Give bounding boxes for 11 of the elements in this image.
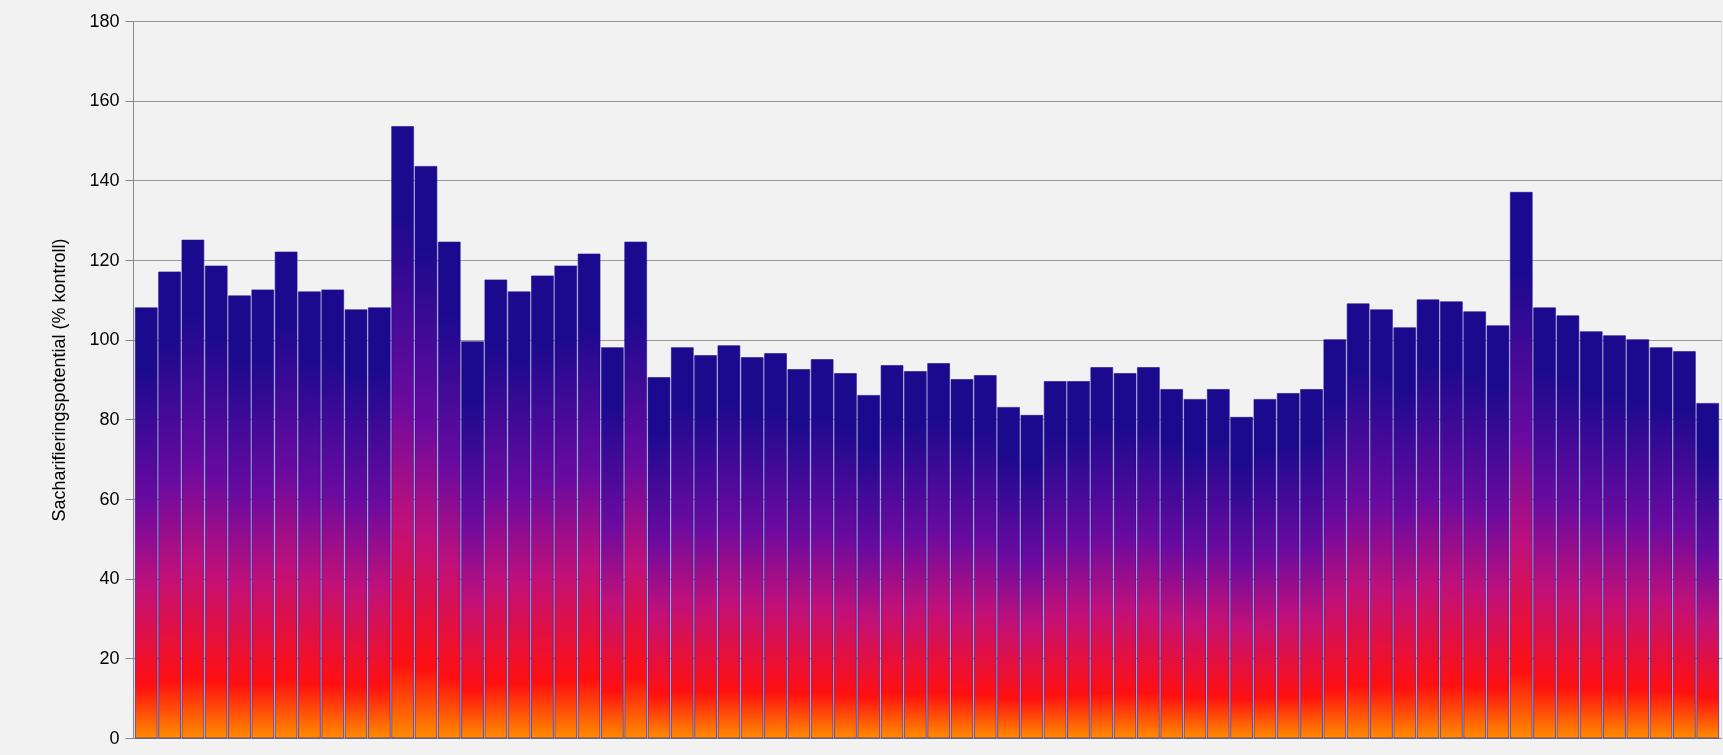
y-tick-label: 40 [99, 568, 120, 589]
y-tick-label: 160 [89, 90, 120, 111]
y-tick-label: 100 [89, 329, 120, 350]
y-tick-label: 20 [99, 647, 120, 668]
y-tick-label: 180 [89, 10, 120, 31]
y-tick-label: 60 [99, 488, 120, 509]
y-tick-label: 80 [99, 408, 120, 429]
y-tick-label: 140 [89, 169, 120, 190]
y-tick-label: 120 [89, 249, 120, 270]
y-axis-title: Sacharifieringspotential (% kontroll) [49, 238, 70, 522]
y-tick-label: 0 [109, 727, 120, 748]
